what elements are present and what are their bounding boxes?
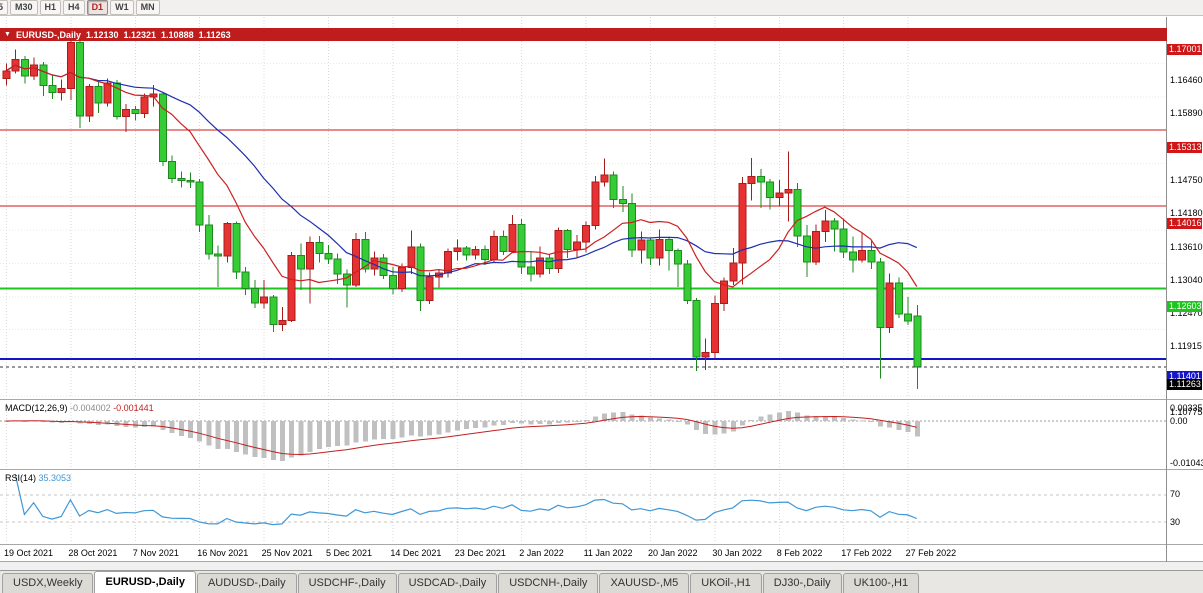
axis-separator (1166, 17, 1167, 562)
price-axis-label: 1.12470 (1170, 308, 1203, 319)
panel-separator (0, 399, 1203, 400)
date-tick-label: 8 Feb 2022 (776, 548, 823, 558)
date-tick-label: 16 Nov 2021 (197, 548, 249, 558)
date-axis[interactable]: 19 Oct 2021 28 Oct 2021 7 Nov 2021 16 Nov 2… (0, 546, 1166, 561)
macd-value: -0.004002 (70, 403, 111, 413)
price-chart-canvas[interactable] (0, 17, 1167, 399)
panel-separator (0, 561, 1203, 562)
panel-separator (0, 544, 1203, 545)
price-axis-label: 1.13610 (1170, 241, 1203, 252)
chart-tabs-bar: USDX,Weekly EURUSD-,Daily AUDUSD-,Daily USD… (0, 570, 1203, 593)
ma-fast-line (5, 64, 918, 288)
price-axis-label: 1.15890 (1170, 108, 1203, 119)
rsi-indicator-label: RSI(14) 35.3053 (5, 473, 71, 483)
macd-axis-label: 0.00 (1170, 416, 1188, 426)
rsi-axis-label: 30 (1170, 516, 1181, 527)
chevron-down-icon: ▼ (4, 31, 11, 38)
chart-tab-usdcnh-daily[interactable]: USDCNH-,Daily (498, 573, 599, 593)
macd-histogram (4, 411, 920, 461)
price-axis-label: 1.14180 (1170, 208, 1203, 219)
macd-signal-value: -0.001441 (113, 403, 154, 413)
price-axis-label: 1.11915 (1170, 340, 1202, 351)
current-price-tag: 1.11263 (1167, 378, 1202, 390)
chart-close-value: 1.11263 (198, 29, 231, 40)
chart-low-value: 1.10888 (161, 29, 194, 40)
macd-panel-canvas[interactable] (0, 401, 1167, 469)
rsi-name: RSI(14) (5, 473, 37, 483)
date-tick-label: 20 Jan 2022 (648, 548, 698, 558)
date-tick-label: 25 Nov 2021 (261, 548, 313, 558)
date-tick-label: 2 Jan 2022 (519, 548, 564, 558)
grid-lines (0, 17, 1166, 398)
hline-price-tag: 1.14016 (1167, 217, 1202, 229)
chart-tab-dj30-daily[interactable]: DJ30-,Daily (762, 573, 842, 593)
chart-symbol-label: EURUSD-,Daily (15, 29, 81, 40)
macd-signal-line (5, 415, 917, 456)
macd-axis-label: 0.00335 (1170, 402, 1203, 413)
status-strip (0, 562, 1203, 570)
timeframe-button-m30[interactable]: M30 (10, 0, 38, 15)
hline-price-tag: 1.11401 (1167, 370, 1202, 382)
date-tick-label: 17 Feb 2022 (841, 548, 892, 558)
date-tick-label: 5 Dec 2021 (326, 548, 373, 558)
timeframe-toolbar: 5 M30 H1 H4 D1 W1 MN (0, 0, 1203, 16)
macd-indicator-label: MACD(12,26,9) -0.004002 -0.001441 (5, 403, 154, 413)
chart-tab-usdchf-daily[interactable]: USDCHF-,Daily (297, 573, 397, 593)
timeframe-button-h1[interactable]: H1 (39, 0, 62, 15)
rsi-axis-label: 70 (1170, 489, 1181, 500)
price-axis[interactable]: 1.16460 1.15890 1.14750 1.14180 1.13610 1.130… (1166, 17, 1203, 562)
date-tick-label: 14 Dec 2021 (390, 548, 442, 558)
price-axis-label: 1.13040 (1170, 275, 1203, 285)
date-tick-label: 19 Oct 2021 (4, 548, 54, 558)
macd-axis-label: -0.01043 (1170, 457, 1203, 468)
rsi-line (14, 473, 918, 526)
chart-tab-uk100-h1[interactable]: UK100-,H1 (842, 573, 920, 593)
chart-high-value: 1.12321 (123, 29, 157, 40)
horizontal-level-lines (0, 31, 1166, 360)
date-tick-label: 27 Feb 2022 (905, 548, 957, 558)
date-tick-label: 30 Jan 2022 (712, 548, 762, 558)
macd-name: MACD(12,26,9) (5, 403, 68, 413)
timeframe-button-5[interactable]: 5 (0, 0, 9, 15)
chart-title-bar[interactable]: ▼ EURUSD-,Daily 1.12130 1.12321 1.10888 … (0, 28, 1167, 41)
date-tick-label: 23 Dec 2021 (454, 548, 506, 558)
rsi-panel-canvas[interactable] (0, 471, 1167, 544)
price-axis-label: 1.10775 (1170, 407, 1203, 418)
date-tick-label: 7 Nov 2021 (132, 548, 179, 558)
chart-tab-ukoil-h1[interactable]: UKOil-,H1 (690, 573, 762, 593)
timeframe-button-d1[interactable]: D1 (86, 0, 109, 15)
date-tick-label: 11 Jan 2022 (583, 548, 633, 558)
hline-price-tag: 1.17001 (1167, 43, 1202, 55)
price-axis-label: 1.16460 (1170, 75, 1203, 86)
chart-tab-usdcad-daily[interactable]: USDCAD-,Daily (397, 573, 498, 593)
chart-tab-xauusd-m5[interactable]: XAUUSD-,M5 (599, 573, 690, 593)
hline-price-tag: 1.15313 (1167, 142, 1202, 154)
chart-tab-usdx-weekly[interactable]: USDX,Weekly (2, 573, 94, 593)
candles-group (2, 36, 922, 389)
hline-price-tag: 1.12603 (1167, 300, 1202, 312)
timeframe-button-h4[interactable]: H4 (63, 0, 85, 15)
chart-tab-eurusd-daily[interactable]: EURUSD-,Daily (94, 571, 196, 593)
date-tick-label: 28 Oct 2021 (68, 548, 118, 558)
panel-separator (0, 469, 1203, 470)
timeframe-button-w1[interactable]: W1 (110, 0, 134, 15)
timeframe-button-mn[interactable]: MN (135, 0, 160, 15)
chart-open-value: 1.12130 (85, 29, 119, 40)
rsi-value: 35.3053 (38, 473, 72, 483)
chart-tab-audusd-daily[interactable]: AUDUSD-,Daily (196, 573, 297, 593)
price-axis-label: 1.14750 (1170, 175, 1203, 186)
